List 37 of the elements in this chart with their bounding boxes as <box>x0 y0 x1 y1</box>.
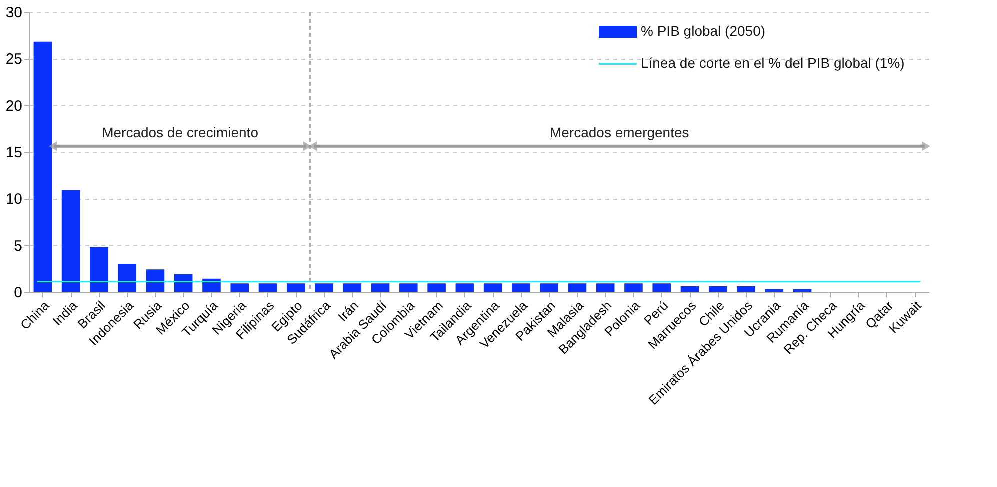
bar <box>343 284 362 292</box>
bar <box>680 286 700 292</box>
bar <box>371 284 390 292</box>
bar <box>793 289 812 292</box>
bar <box>540 284 558 292</box>
bar <box>230 284 250 292</box>
y-tick-label: 25 <box>6 51 22 68</box>
bar <box>118 264 136 292</box>
bar <box>428 284 446 292</box>
bar <box>737 286 756 292</box>
legend-label: % PIB global (2050) <box>641 23 766 39</box>
bar <box>315 284 334 292</box>
bar <box>765 289 784 292</box>
bar <box>596 284 615 292</box>
bar <box>400 284 418 292</box>
legend-label: Línea de corte en el % del PIB global (1%) <box>641 55 905 71</box>
annotation: Mercados emergentes <box>550 124 690 140</box>
bar <box>34 42 52 292</box>
bar <box>708 286 728 292</box>
bar <box>62 190 80 292</box>
bar <box>146 270 165 292</box>
bar <box>258 284 278 292</box>
bar <box>456 284 474 292</box>
y-tick-label: 15 <box>6 144 22 162</box>
bar <box>568 284 587 292</box>
bar <box>512 284 530 292</box>
annotation: Mercados de crecimiento <box>102 124 259 140</box>
bar <box>484 284 502 292</box>
bar <box>652 284 672 292</box>
bar <box>286 284 306 292</box>
y-tick-label: 20 <box>6 98 22 115</box>
bar <box>90 247 108 292</box>
y-tick-label: 10 <box>6 191 22 208</box>
y-tick-label: 5 <box>14 238 22 255</box>
y-tick-label: 0 <box>14 284 22 302</box>
bar <box>624 284 643 292</box>
y-tick-label: 30 <box>6 4 22 22</box>
